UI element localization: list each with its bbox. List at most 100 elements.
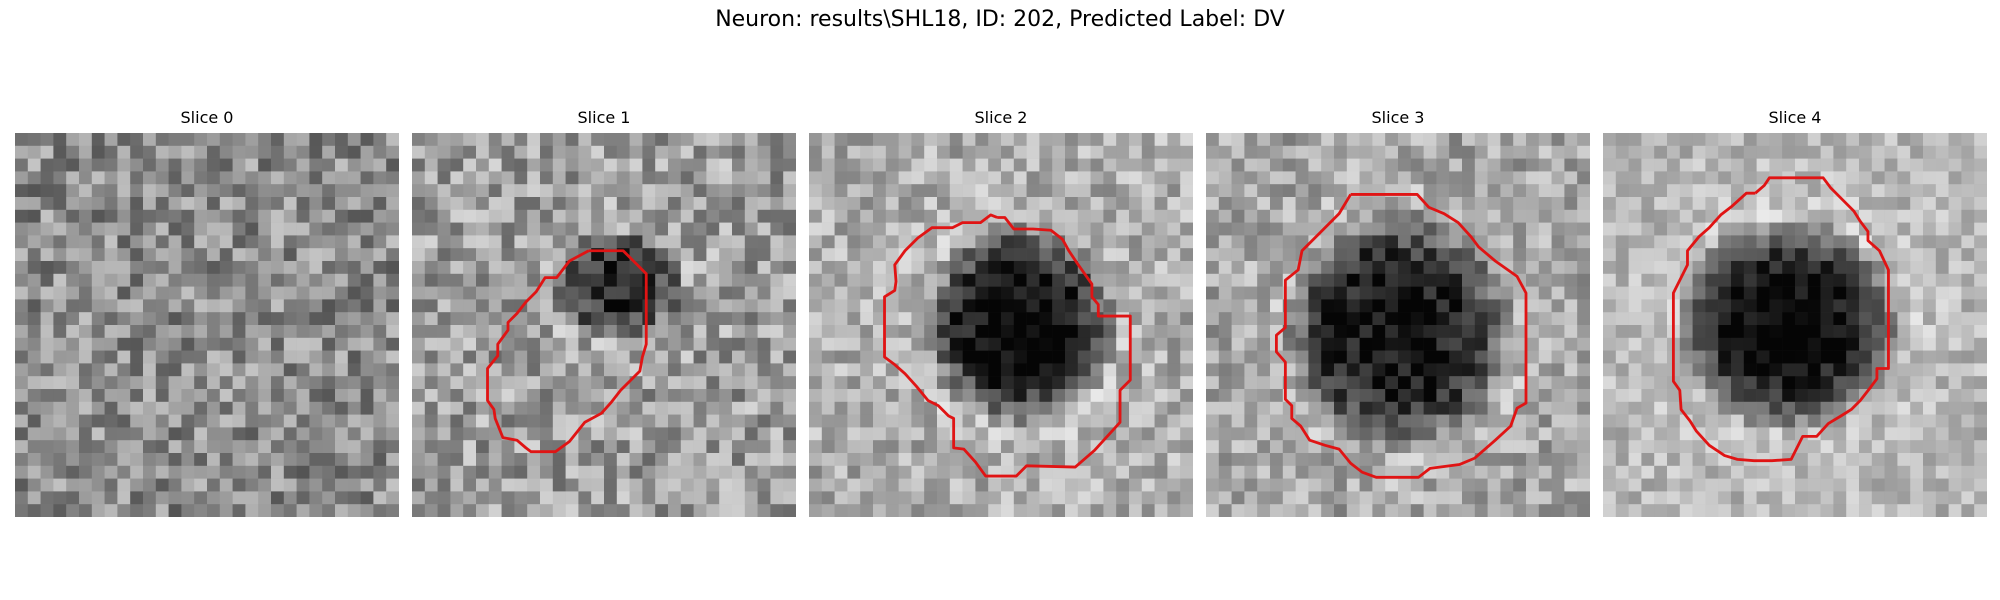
image-pixel xyxy=(1334,376,1348,390)
image-pixel xyxy=(463,235,477,249)
image-pixel xyxy=(1935,376,1949,390)
image-pixel xyxy=(194,389,208,403)
image-pixel xyxy=(1398,414,1412,428)
image-pixel xyxy=(1910,312,1924,326)
image-pixel xyxy=(873,325,887,339)
image-pixel xyxy=(1782,158,1796,172)
image-pixel xyxy=(1513,363,1527,377)
image-pixel xyxy=(873,209,887,223)
image-pixel xyxy=(1526,465,1540,479)
image-pixel xyxy=(885,158,899,172)
image-pixel xyxy=(1077,222,1091,236)
image-pixel xyxy=(629,145,643,159)
image-pixel xyxy=(91,478,105,492)
image-pixel xyxy=(1487,273,1501,287)
image-pixel xyxy=(1436,145,1450,159)
image-pixel xyxy=(1654,184,1668,198)
image-pixel xyxy=(40,158,54,172)
image-pixel xyxy=(450,261,464,275)
image-pixel xyxy=(1820,145,1834,159)
image-pixel xyxy=(219,465,233,479)
image-pixel xyxy=(1538,171,1552,185)
image-pixel xyxy=(642,197,656,211)
image-pixel xyxy=(283,312,297,326)
image-pixel xyxy=(988,133,1002,147)
image-pixel xyxy=(642,261,656,275)
image-pixel xyxy=(1180,299,1193,313)
image-pixel xyxy=(693,389,707,403)
image-pixel xyxy=(847,325,861,339)
image-pixel xyxy=(1308,286,1322,300)
image-pixel xyxy=(1513,133,1527,147)
image-pixel xyxy=(757,273,771,287)
image-pixel xyxy=(1833,235,1847,249)
image-pixel xyxy=(1718,235,1732,249)
image-pixel xyxy=(335,453,349,467)
image-pixel xyxy=(1935,171,1949,185)
image-pixel xyxy=(604,273,618,287)
image-pixel xyxy=(104,337,118,351)
image-pixel xyxy=(834,350,848,364)
image-pixel xyxy=(834,158,848,172)
image-pixel xyxy=(117,248,131,262)
image-pixel xyxy=(565,325,579,339)
image-pixel xyxy=(219,197,233,211)
image-pixel xyxy=(1807,145,1821,159)
image-pixel xyxy=(219,261,233,275)
image-pixel xyxy=(181,453,195,467)
image-pixel xyxy=(616,299,630,313)
image-pixel xyxy=(514,261,528,275)
image-pixel xyxy=(232,465,246,479)
image-pixel xyxy=(885,197,899,211)
image-pixel xyxy=(783,465,796,479)
image-pixel xyxy=(1141,350,1155,364)
image-pixel xyxy=(1603,171,1617,185)
image-pixel xyxy=(1103,197,1117,211)
image-pixel xyxy=(1948,337,1962,351)
image-pixel xyxy=(1167,209,1181,223)
image-pixel xyxy=(1923,465,1937,479)
image-pixel xyxy=(693,363,707,377)
image-pixel xyxy=(1833,427,1847,441)
image-pixel xyxy=(1039,209,1053,223)
image-pixel xyxy=(143,261,157,275)
image-pixel xyxy=(181,197,195,211)
image-pixel xyxy=(565,453,579,467)
image-pixel xyxy=(719,440,733,454)
image-pixel xyxy=(463,376,477,390)
image-pixel xyxy=(232,504,246,517)
image-pixel xyxy=(1910,133,1924,147)
image-pixel xyxy=(1077,389,1091,403)
image-pixel xyxy=(1270,184,1284,198)
image-pixel xyxy=(1564,299,1578,313)
image-pixel xyxy=(693,209,707,223)
image-pixel xyxy=(514,478,528,492)
image-pixel xyxy=(104,235,118,249)
image-pixel xyxy=(783,286,796,300)
image-pixel xyxy=(1065,414,1079,428)
image-pixel xyxy=(1462,145,1476,159)
image-pixel xyxy=(1782,325,1796,339)
image-pixel xyxy=(873,389,887,403)
image-pixel xyxy=(1564,261,1578,275)
image-pixel xyxy=(988,273,1002,287)
image-pixel xyxy=(168,350,182,364)
image-pixel xyxy=(27,133,41,147)
image-pixel xyxy=(335,427,349,441)
image-pixel xyxy=(680,299,694,313)
image-pixel xyxy=(1910,286,1924,300)
image-pixel xyxy=(975,325,989,339)
image-pixel xyxy=(1295,401,1309,415)
image-pixel xyxy=(1462,158,1476,172)
image-pixel xyxy=(1065,376,1079,390)
image-pixel xyxy=(1564,312,1578,326)
image-pixel xyxy=(1833,363,1847,377)
image-pixel xyxy=(988,222,1002,236)
image-pixel xyxy=(347,299,361,313)
image-pixel xyxy=(527,261,541,275)
image-pixel xyxy=(258,401,272,415)
image-pixel xyxy=(1756,363,1770,377)
image-pixel xyxy=(1833,376,1847,390)
image-pixel xyxy=(1372,363,1386,377)
image-pixel xyxy=(1231,209,1245,223)
